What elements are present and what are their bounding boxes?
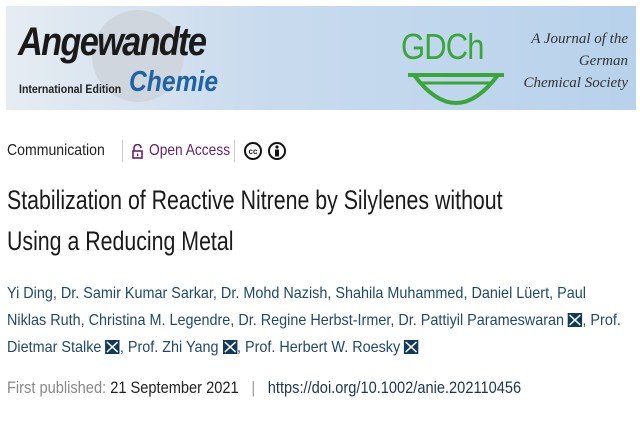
published-label: First published: (7, 378, 107, 397)
author-name[interactable]: Shahila Muhammed (335, 285, 464, 302)
publication-info: First published: 21 September 2021 | htt… (7, 378, 521, 398)
divider (234, 140, 235, 162)
open-access-badge[interactable]: Open Access (132, 142, 231, 160)
email-icon[interactable] (568, 313, 583, 327)
title-line: Stabilization of Reactive Nitrene by Sil… (7, 185, 503, 215)
divider (122, 140, 123, 162)
journal-logo-title: Angewandte (18, 20, 207, 64)
author-name[interactable]: Dr. Mohd Nazish (220, 285, 328, 302)
tagline-line: German (578, 53, 628, 69)
gdch-bowl-icon (408, 73, 504, 105)
doi-link[interactable]: https://doi.org/10.1002/anie.202110456 (267, 378, 522, 397)
author-name[interactable]: Prof. Herbert W. Roesky (244, 339, 401, 356)
unlock-icon (132, 143, 143, 159)
open-access-label: Open Access (149, 142, 231, 159)
article-type: Communication (7, 142, 105, 159)
author-name[interactable]: Yi Ding (7, 285, 53, 302)
email-icon[interactable] (105, 340, 120, 354)
society-tagline: A Journal of the German Chemical Society (523, 28, 628, 94)
journal-logo-subtitle: Chemie (129, 66, 219, 98)
author-name[interactable]: Dr. Samir Kumar Sarkar (60, 285, 213, 302)
author-name[interactable]: Prof. Dietmar Stalke (7, 312, 621, 356)
email-icon[interactable] (404, 340, 419, 354)
author-name[interactable]: Dr. Pattiyil Parameswaran (398, 312, 565, 329)
author-name[interactable]: Christina M. Legendre (88, 312, 231, 329)
separator: | (251, 378, 256, 397)
gdch-logo: GDCh (401, 26, 484, 67)
journal-banner[interactable]: Angewandte International Edition Chemie … (6, 6, 636, 110)
tagline-line: Chemical Society (523, 75, 628, 91)
article-title: Stabilization of Reactive Nitrene by Sil… (7, 180, 503, 262)
cc-icon[interactable]: cc (244, 142, 262, 160)
author-name[interactable]: Dr. Regine Herbst-Irmer (238, 312, 391, 329)
author-list: Yi Ding, Dr. Samir Kumar Sarkar, Dr. Moh… (7, 285, 621, 356)
tagline-line: A Journal of the (531, 31, 628, 47)
article-meta: Communication Open Access cc (7, 140, 292, 162)
title-line: Using a Reducing Metal (7, 226, 234, 256)
published-date: 21 September 2021 (110, 378, 239, 397)
author-name[interactable]: Prof. Zhi Yang (127, 339, 219, 356)
journal-edition: International Edition (19, 84, 122, 96)
by-icon[interactable] (268, 142, 286, 160)
banner-circle-decoration (92, 10, 184, 102)
author-name[interactable]: Daniel Lüert (471, 285, 550, 302)
email-icon[interactable] (222, 340, 237, 354)
author-name[interactable]: Paul Niklas Ruth (7, 285, 586, 329)
